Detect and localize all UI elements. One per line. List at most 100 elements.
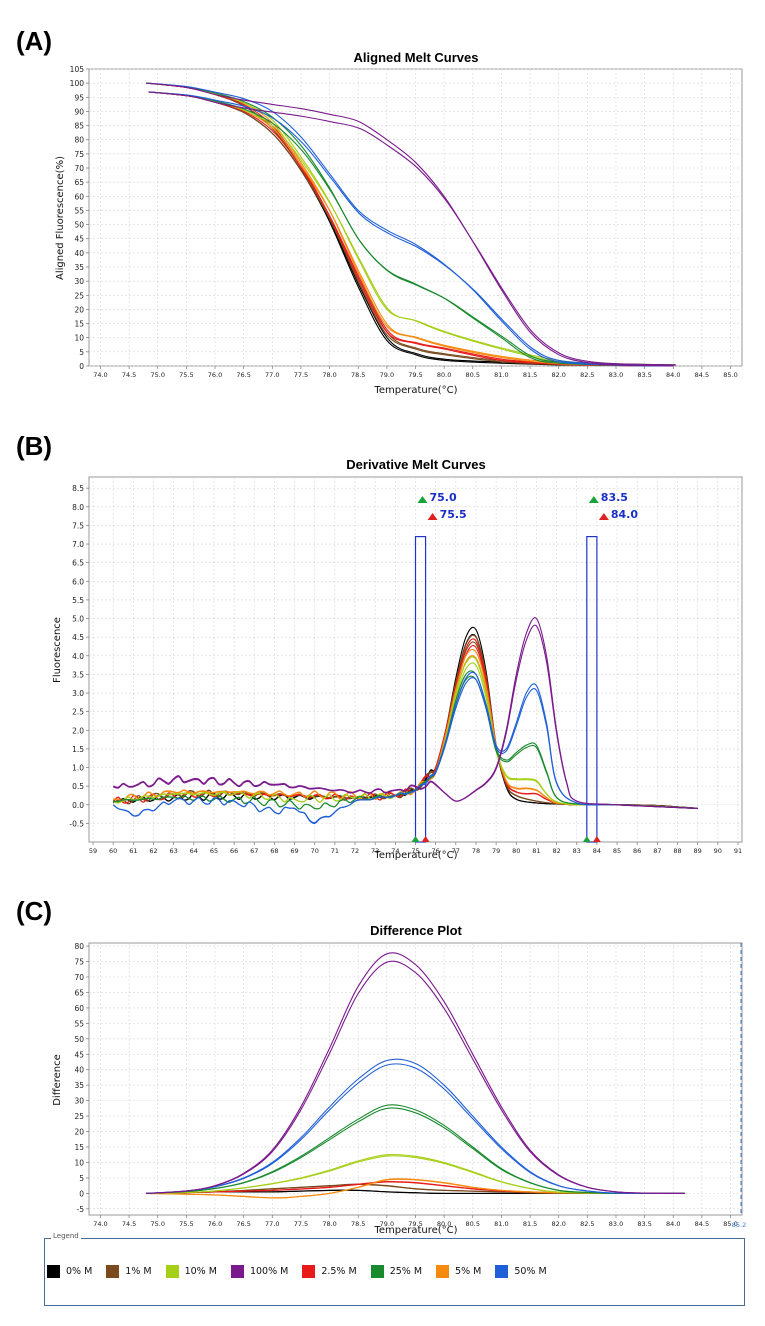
y-tick-label: 0.5 (72, 782, 84, 791)
x-tick-label: 76.0 (208, 1220, 222, 1228)
x-tick-label: 65 (210, 847, 218, 855)
y-tick-label: 50 (74, 221, 84, 230)
peak-region-box (414, 535, 427, 843)
panel-b-letter: (B) (16, 431, 52, 461)
y-tick-label: 2.0 (72, 726, 84, 735)
x-tick-label: 83.0 (609, 371, 623, 379)
panel-c-title: Difference Plot (370, 923, 462, 938)
x-tick-label: 79 (492, 847, 500, 855)
y-tick-label: 90 (74, 107, 84, 116)
panel-a-title: Aligned Melt Curves (354, 50, 479, 65)
x-tick-label: 73 (371, 847, 379, 855)
x-tick-label: 81 (532, 847, 540, 855)
marker-label: 84.0 (611, 508, 638, 521)
x-tick-label: 67 (250, 847, 258, 855)
x-tick-label: 75.5 (179, 1220, 193, 1228)
x-tick-label: 84.0 (666, 371, 680, 379)
y-tick-label: 85 (74, 122, 84, 131)
y-tick-label: 55 (74, 1019, 84, 1028)
series-line-100-m (146, 960, 685, 1194)
x-tick-label: 69 (290, 847, 298, 855)
x-tick-label: 80.5 (466, 371, 480, 379)
x-tick-label: 91 (734, 847, 742, 855)
y-tick-label: 6.0 (72, 577, 84, 586)
series-line-50-m (148, 91, 676, 366)
x-tick-label: 78.0 (322, 371, 336, 379)
green-axis-marker-icon[interactable] (411, 836, 420, 842)
green-marker-icon[interactable] (588, 496, 599, 503)
series-line-1-m (146, 1183, 685, 1195)
legend-label: 100% M (249, 1266, 289, 1277)
y-tick-label: 30 (74, 277, 84, 286)
x-tick-label: 80.5 (466, 1220, 480, 1228)
y-tick-label: 8.5 (72, 484, 84, 493)
y-tick-label: 35 (74, 1081, 84, 1090)
x-tick-label: 77.0 (265, 1220, 279, 1228)
x-tick-label: 74.5 (122, 371, 136, 379)
series-line-2-5-m (146, 82, 674, 367)
green-marker-icon[interactable] (417, 496, 428, 503)
series-line-50-m (146, 82, 674, 367)
y-tick-label: 75 (74, 958, 84, 967)
y-tick-label: 0 (79, 362, 84, 371)
peak-region-box (586, 535, 598, 843)
x-tick-label: 85 (613, 847, 621, 855)
y-tick-label: 45 (74, 235, 84, 244)
y-tick-label: 1.5 (72, 745, 84, 754)
red-axis-marker-icon[interactable] (421, 836, 430, 842)
x-tick-label: 74.0 (93, 1220, 107, 1228)
x-tick-label: 78.5 (351, 371, 365, 379)
panel-a-letter: (A) (16, 26, 52, 56)
y-tick-label: 0.0 (72, 801, 84, 810)
red-axis-marker-icon[interactable] (592, 836, 601, 842)
x-tick-label: 74 (391, 847, 399, 855)
series-line-50-m (112, 677, 698, 824)
y-tick-label: 60 (74, 1004, 84, 1013)
x-tick-label: 81.0 (494, 371, 508, 379)
figure-canvas: (A) Aligned Melt Curves 74.0 74.5 75.0 75.5… (16, 26, 746, 1236)
y-tick-label: 40 (74, 1066, 84, 1075)
y-tick-label: 4.0 (72, 652, 84, 661)
x-tick-label: 80.0 (437, 371, 451, 379)
y-tick-label: -0.5 (69, 819, 84, 828)
green-axis-marker-icon[interactable] (582, 836, 591, 842)
panel-a-xlabel: Temperature(°C) (373, 385, 457, 396)
legend-swatch (495, 1265, 509, 1278)
legend-label: 50% M (514, 1266, 547, 1277)
legend-swatch (106, 1265, 120, 1278)
series-line-100-m (113, 624, 698, 809)
legend-item: 25% M (370, 1265, 422, 1278)
x-tick-label: 85.0 (723, 1220, 737, 1228)
y-tick-label: -5 (77, 1205, 85, 1214)
y-tick-label: 1.0 (72, 764, 84, 773)
x-tick-label: 64 (190, 847, 198, 855)
x-tick-label: 81.5 (523, 371, 537, 379)
x-tick-label: 76 (432, 847, 440, 855)
x-tick-label: 76.0 (208, 371, 222, 379)
x-tick-label: 90 (714, 847, 722, 855)
x-tick-label: 77 (452, 847, 460, 855)
red-marker-icon[interactable] (598, 513, 609, 520)
y-tick-label: 45 (74, 1050, 84, 1059)
y-tick-label: 65 (74, 178, 84, 187)
x-tick-label: 83 (573, 847, 581, 855)
x-tick-label: 79.0 (380, 1220, 394, 1228)
x-tick-label: 75.5 (179, 371, 193, 379)
legend-swatch (230, 1265, 244, 1278)
x-tick-label: 78 (472, 847, 480, 855)
y-tick-label: 15 (74, 320, 84, 329)
legend-swatch (47, 1265, 60, 1278)
y-tick-label: 105 (70, 65, 85, 74)
legend-items: 0% M 1% M 10% M 100% M 2.5% M 25% M 5% M 50% M (47, 1265, 561, 1278)
x-tick-label: 87 (653, 847, 661, 855)
x-tick-label: 74.5 (122, 1220, 136, 1228)
y-tick-label: 15 (74, 1143, 84, 1152)
red-marker-icon[interactable] (427, 513, 438, 520)
x-tick-label: 77.0 (265, 371, 279, 379)
x-tick-label: 82.0 (551, 371, 565, 379)
series-line-5-m (146, 1178, 685, 1199)
y-tick-label: 40 (74, 249, 84, 258)
y-tick-label: 65 (74, 988, 84, 997)
x-tick-label: 80.0 (437, 1220, 451, 1228)
marker-label: 75.5 (440, 508, 467, 521)
